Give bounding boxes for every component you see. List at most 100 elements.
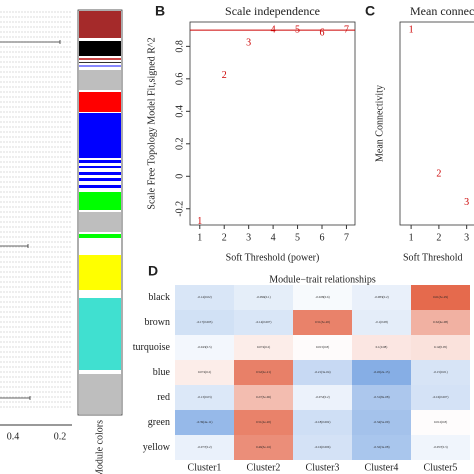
heatmap-cell (175, 435, 234, 460)
module-stripe (79, 374, 121, 414)
cell-label: 0.32(4e-08) (433, 320, 448, 324)
cell-label: 0.12(0.05) (434, 345, 447, 349)
heatmap-cell (411, 360, 470, 385)
y-tick-label: 0.4 (174, 105, 185, 118)
heatmap-cell (352, 335, 411, 360)
module-stripe (79, 70, 121, 90)
heatmap-cell (234, 335, 293, 360)
heatmap-cell (411, 335, 470, 360)
module-stripe (79, 212, 121, 232)
panel-letter: C (365, 3, 375, 19)
cell-label: -0.15(0.01) (433, 370, 447, 374)
point-label: 1 (409, 24, 414, 35)
y-axis-label: Mean Connectivity (374, 85, 385, 162)
cell-label: -0.028(0.6) (315, 295, 329, 299)
plot-frame (399, 21, 474, 226)
cell-label: 0.61(3e-29) (433, 295, 448, 299)
heatmap-cell (234, 410, 293, 435)
point-label: 2 (436, 169, 441, 180)
cell-label: 0.52(2e-21) (256, 370, 271, 374)
module-stripe (79, 178, 121, 181)
chart-title: Scale independence (225, 4, 320, 18)
point-label: 7 (344, 24, 349, 35)
column-label: Cluster2 (247, 462, 281, 473)
cell-label: 0.015(0.8) (316, 345, 329, 349)
cell-label: -0.17(0.005) (197, 320, 213, 324)
x-tick-label: 7 (344, 232, 349, 243)
y-tick-label: 0.6 (174, 73, 185, 86)
cell-label: 0.1(0.08) (376, 345, 388, 349)
panel-letter: D (148, 263, 158, 279)
x-tick-label: 2 (222, 232, 227, 243)
module-stripe (79, 234, 121, 238)
heatmap-cell (352, 385, 411, 410)
module-stripe (79, 65, 121, 67)
row-label: black (148, 292, 170, 303)
heatmap-cell (293, 285, 352, 310)
cell-label: -0.32(3e-08) (373, 445, 389, 449)
heatmap-cell (352, 435, 411, 460)
cell-label: -0.077(0.2) (197, 445, 211, 449)
x-tick-label: 1 (409, 232, 414, 243)
heatmap-cell (411, 435, 470, 460)
column-label: Cluster4 (365, 462, 399, 473)
heatmap-cell (411, 385, 470, 410)
point-label: 3 (246, 37, 251, 48)
heatmap-cell (293, 360, 352, 385)
heatmap-cell (175, 335, 234, 360)
panel-letter: B (155, 3, 165, 19)
x-tick-label: 4 (271, 232, 276, 243)
point-label: 3 (464, 197, 469, 208)
cell-label: 0.012(0.8) (434, 420, 447, 424)
y-tick-label: 0.2 (174, 138, 185, 151)
chart-title: Module−trait relationships (269, 274, 376, 285)
cell-label: -0.34(5e-09) (373, 420, 389, 424)
point-label: 1 (197, 216, 202, 227)
x-tick-label: 2 (436, 232, 441, 243)
row-label: brown (144, 317, 170, 328)
cell-label: 0.074(0.2) (198, 370, 211, 374)
heatmap-cell (411, 310, 470, 335)
cell-label: 0.51(3e-20) (315, 320, 330, 324)
cell-label: -0.043(0.5) (197, 345, 211, 349)
cell-label: -0.057(0.3) (433, 445, 447, 449)
cell-label: -0.13(0.03) (197, 395, 211, 399)
heatmap-cell (352, 360, 411, 385)
point-label: 2 (222, 70, 227, 81)
heatmap-cell (293, 410, 352, 435)
column-label: Cluster3 (306, 462, 340, 473)
module-stripe (79, 11, 121, 38)
heatmap-cell (293, 310, 352, 335)
heatmap-cell (293, 335, 352, 360)
cell-label: 0.46(3e-16) (256, 445, 271, 449)
point-label: 5 (295, 24, 300, 35)
cell-label: -0.083(0.2) (374, 295, 388, 299)
cell-label: -0.14(0.02) (197, 295, 211, 299)
x-tick-label: 1 (197, 232, 202, 243)
y-tick-label: -0.2 (174, 201, 185, 217)
heatmap-cell (352, 410, 411, 435)
heatmap-cell (234, 285, 293, 310)
heatmap-cell (352, 285, 411, 310)
x-axis-label: Soft Threshold (403, 252, 463, 263)
module-stripe (79, 41, 121, 56)
dendro-axis-label: 0.4 (7, 431, 20, 442)
cell-label: -0.096(0.1) (256, 295, 270, 299)
module-colors-label: Module colors (94, 420, 105, 474)
row-label: green (148, 417, 170, 428)
module-stripe (79, 298, 121, 370)
cell-label: -0.072(0.2) (315, 395, 329, 399)
heatmap-cell (411, 410, 470, 435)
column-label: Cluster1 (188, 462, 222, 473)
row-label: yellow (143, 442, 171, 453)
module-stripe (79, 62, 121, 63)
x-axis-label: Soft Threshold (power) (226, 252, 320, 263)
heatmap-cell (175, 285, 234, 310)
heatmap-cell (293, 385, 352, 410)
module-stripe (79, 255, 121, 290)
heatmap-cell (175, 385, 234, 410)
cell-label: 0.51(2e-20) (256, 420, 271, 424)
heatmap-cell (234, 435, 293, 460)
row-label: red (157, 392, 170, 403)
module-stripe (79, 172, 121, 175)
